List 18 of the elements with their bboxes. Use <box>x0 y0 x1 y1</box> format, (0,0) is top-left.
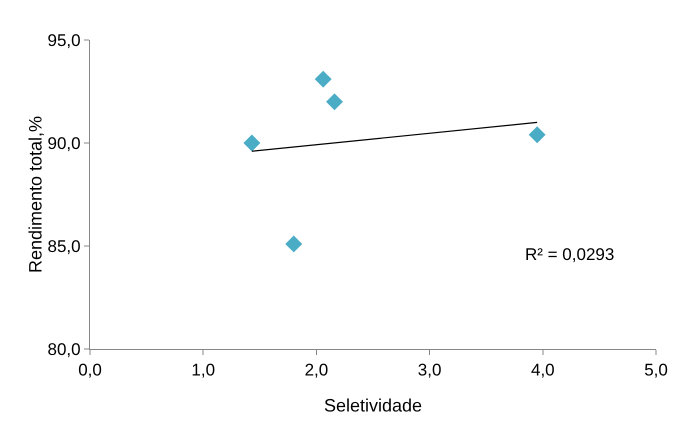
y-tick-label: 85,0 <box>48 236 81 256</box>
annotation: R² = 0,0293 <box>525 245 614 264</box>
x-tick-label: 5,0 <box>644 360 668 380</box>
x-tick-label: 3,0 <box>418 360 442 380</box>
y-tick-label: 90,0 <box>48 134 81 153</box>
point <box>314 70 332 88</box>
x-axis-title: Seletividade <box>324 396 422 416</box>
y-tick-label: 80,0 <box>48 340 81 359</box>
y-tick-label: 95,0 <box>48 30 81 50</box>
point <box>243 134 260 152</box>
x-tick-label: 0,0 <box>78 360 102 380</box>
point <box>528 126 546 144</box>
point <box>326 93 343 110</box>
x-tick-label: 1,0 <box>191 360 216 380</box>
x-tick-label: 2,0 <box>304 360 328 380</box>
x-tick-label: 4,0 <box>530 360 555 380</box>
point <box>285 235 302 252</box>
y-axis-title: Rendimento total,% <box>26 116 46 274</box>
